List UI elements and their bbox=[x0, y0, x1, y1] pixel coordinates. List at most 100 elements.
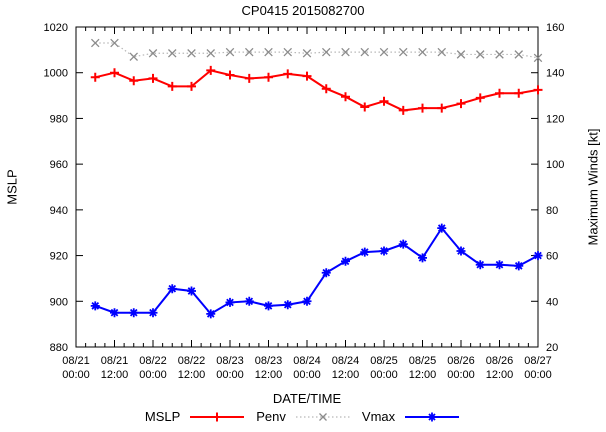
left-axis-tick-label: 920 bbox=[50, 251, 68, 263]
data-point-marker bbox=[167, 49, 177, 58]
data-point-marker bbox=[129, 308, 139, 318]
data-point-marker bbox=[533, 85, 543, 95]
data-point-marker bbox=[283, 69, 293, 79]
data-point-marker bbox=[90, 38, 100, 48]
data-point-marker bbox=[360, 247, 370, 257]
data-point-marker bbox=[110, 38, 119, 48]
x-axis-tick-label: 08/24 00:00 bbox=[293, 355, 321, 381]
data-point-marker bbox=[167, 284, 177, 294]
data-point-marker bbox=[495, 50, 504, 59]
chart-legend: MSLP Penv Vmax bbox=[0, 409, 606, 424]
data-point-marker bbox=[225, 47, 235, 57]
x-axis-tick-label: 08/24 12:00 bbox=[332, 355, 360, 381]
data-point-marker bbox=[264, 72, 273, 82]
x-axis-tick-label: 08/27 00:00 bbox=[524, 355, 552, 381]
data-point-marker bbox=[187, 49, 196, 58]
data-point-marker bbox=[244, 296, 254, 306]
data-point-marker bbox=[148, 73, 158, 83]
left-axis-tick-label: 880 bbox=[50, 342, 68, 354]
x-axis-tick-label: 08/22 00:00 bbox=[139, 355, 167, 381]
legend-label-penv: Penv bbox=[256, 409, 286, 424]
data-point-marker bbox=[90, 72, 100, 82]
data-point-marker bbox=[264, 47, 273, 57]
data-point-marker bbox=[129, 52, 139, 61]
data-point-marker bbox=[302, 71, 312, 81]
data-point-marker bbox=[418, 103, 427, 113]
legend-label-mslp: MSLP bbox=[144, 409, 181, 424]
data-point-marker bbox=[398, 239, 408, 249]
x-axis-tick-label: 08/23 00:00 bbox=[216, 355, 244, 381]
data-point-marker bbox=[283, 47, 293, 57]
data-point-marker bbox=[148, 49, 158, 58]
data-point-marker bbox=[418, 47, 427, 57]
data-point-marker bbox=[456, 50, 466, 59]
data-point-marker bbox=[475, 260, 485, 270]
data-point-marker bbox=[321, 47, 331, 57]
data-point-marker bbox=[225, 297, 235, 307]
x-axis-tick-label: 08/22 12:00 bbox=[178, 355, 206, 381]
data-point-marker bbox=[418, 253, 427, 263]
data-point-marker bbox=[264, 301, 273, 311]
data-point-marker bbox=[533, 251, 543, 261]
data-point-marker bbox=[398, 47, 408, 57]
data-point-marker bbox=[321, 268, 331, 278]
right-axis-tick-label: 80 bbox=[546, 205, 558, 217]
left-axis-tick-label: 1020 bbox=[44, 22, 68, 34]
data-point-marker bbox=[187, 286, 196, 296]
data-point-marker bbox=[475, 50, 485, 59]
data-point-marker bbox=[437, 47, 447, 57]
data-point-marker bbox=[495, 260, 504, 270]
chart-title: CP0415 2015082700 bbox=[241, 3, 365, 18]
data-point-marker bbox=[244, 47, 254, 57]
data-point-marker bbox=[456, 246, 466, 256]
data-point-marker bbox=[206, 65, 216, 75]
right-axis-tick-label: 160 bbox=[546, 22, 564, 34]
right-axis-tick-label: 40 bbox=[546, 296, 558, 308]
left-axis-tick-label: 980 bbox=[50, 113, 68, 125]
x-axis-tick-label: 08/21 12:00 bbox=[101, 355, 129, 381]
left-axis-tick-label: 900 bbox=[50, 296, 68, 308]
data-point-marker bbox=[187, 81, 196, 91]
data-point-marker bbox=[398, 105, 408, 115]
data-point-marker bbox=[167, 81, 177, 91]
data-point-marker bbox=[360, 102, 370, 112]
data-point-marker bbox=[379, 246, 389, 256]
data-point-marker bbox=[475, 93, 485, 103]
data-point-marker bbox=[456, 99, 466, 109]
series-line-mslp bbox=[95, 69, 539, 112]
data-point-marker bbox=[437, 103, 447, 113]
legend-swatch-mslp-line-icon bbox=[190, 412, 245, 421]
data-point-marker bbox=[206, 49, 216, 58]
data-point-marker bbox=[90, 301, 100, 311]
data-point-marker bbox=[341, 92, 350, 102]
data-point-marker bbox=[495, 88, 504, 98]
left-axis-tick-label: 940 bbox=[50, 205, 68, 217]
data-point-marker bbox=[302, 296, 312, 306]
right-axis-tick-label: 120 bbox=[546, 113, 564, 125]
data-point-marker bbox=[110, 308, 119, 318]
data-point-marker bbox=[341, 47, 350, 57]
right-axis-tick-label: 140 bbox=[546, 68, 564, 80]
data-point-marker bbox=[321, 84, 331, 94]
data-point-marker bbox=[514, 88, 524, 98]
x-axis-tick-label: 08/23 12:00 bbox=[255, 355, 283, 381]
data-point-marker bbox=[283, 300, 293, 310]
data-point-marker bbox=[379, 96, 389, 106]
data-point-marker bbox=[244, 73, 254, 83]
data-point-marker bbox=[514, 50, 524, 59]
left-axis-tick-label: 960 bbox=[50, 159, 68, 171]
right-axis-tick-label: 100 bbox=[546, 159, 564, 171]
legend-item-vmax: Vmax bbox=[362, 409, 461, 424]
x-axis-tick-label: 08/26 12:00 bbox=[486, 355, 514, 381]
data-point-marker bbox=[379, 47, 389, 57]
data-point-marker bbox=[360, 47, 370, 57]
right-axis-tick-label: 20 bbox=[546, 342, 558, 354]
legend-swatch-penv-line-icon bbox=[295, 412, 350, 421]
legend-item-mslp: MSLP bbox=[145, 409, 246, 424]
x-axis-tick-label: 08/26 00:00 bbox=[447, 355, 475, 381]
data-point-marker bbox=[437, 223, 447, 233]
data-point-marker bbox=[225, 70, 235, 80]
data-point-marker bbox=[206, 309, 216, 319]
x-axis-label: DATE/TIME bbox=[272, 391, 342, 406]
left-axis-tick-label: 1000 bbox=[44, 68, 68, 80]
